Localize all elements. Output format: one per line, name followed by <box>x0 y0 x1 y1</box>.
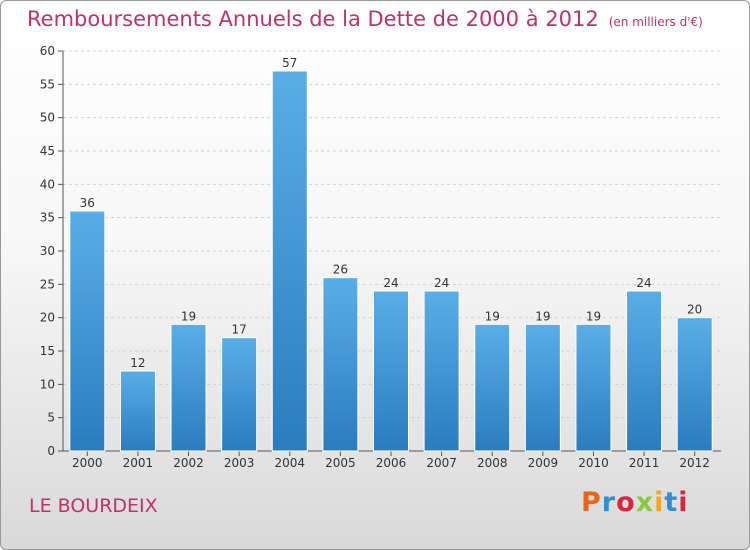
commune-name: LE BOURDEIX <box>29 495 158 517</box>
x-tick-label: 2001 <box>123 456 154 470</box>
bar <box>524 323 561 452</box>
proxiti-logo: Proxiti <box>581 487 689 518</box>
logo-letter: P <box>581 487 602 518</box>
bar <box>119 370 156 452</box>
logo-letter: i <box>678 487 689 518</box>
bar-value-label: 36 <box>80 196 95 210</box>
y-tick-label: 30 <box>40 244 55 258</box>
bar-value-label: 19 <box>485 309 500 323</box>
x-tick-label: 2002 <box>173 456 204 470</box>
y-tick-label: 60 <box>40 44 55 58</box>
x-tick-label: 2010 <box>578 456 609 470</box>
y-tick-label: 20 <box>40 311 55 325</box>
bar <box>170 323 207 452</box>
bar-value-label: 20 <box>687 303 702 317</box>
x-tick-label: 2000 <box>72 456 103 470</box>
y-tick-label: 50 <box>40 111 55 125</box>
y-tick-label: 5 <box>47 411 55 425</box>
y-tick-label: 45 <box>40 144 55 158</box>
chart-title: Remboursements Annuels de la Dette de 20… <box>27 7 703 31</box>
y-tick-label: 15 <box>40 344 55 358</box>
logo-letter: o <box>616 487 636 518</box>
bar-value-label: 19 <box>181 309 196 323</box>
axes: 0 5 10 15 20 25 30 35 40 45 50 55 60 2000 2001 2002 2003… <box>40 44 721 470</box>
logo-letter: t <box>664 487 679 518</box>
bar-value-label: 17 <box>232 323 247 337</box>
y-tick-label: 0 <box>47 444 55 458</box>
chart-title-text: Remboursements Annuels de la Dette de 20… <box>27 7 599 31</box>
logo-letter: i <box>654 487 665 518</box>
y-tick-label: 40 <box>40 177 55 191</box>
y-tick-label: 10 <box>40 377 55 391</box>
x-tick-label: 2005 <box>325 456 356 470</box>
bar-value-label: 12 <box>130 356 145 370</box>
x-tick-label: 2011 <box>629 456 660 470</box>
bar-value-label: 24 <box>434 276 449 290</box>
x-tick-label: 2007 <box>426 456 457 470</box>
x-tick-label: 2009 <box>528 456 559 470</box>
x-tick-label: 2006 <box>376 456 407 470</box>
x-tick-label: 2012 <box>679 456 710 470</box>
logo-letter: x <box>635 487 655 518</box>
bar-value-label: 19 <box>586 309 601 323</box>
bar <box>423 290 460 452</box>
bars: 36 12 19 17 57 26 24 24 19 19 19 24 20 <box>69 56 713 452</box>
bar <box>373 290 409 452</box>
x-tick-label: 2008 <box>477 456 508 470</box>
bar <box>69 210 106 452</box>
bar <box>575 323 612 452</box>
y-tick-label: 35 <box>40 211 55 225</box>
x-tick-label: 2004 <box>274 456 305 470</box>
bar <box>676 317 713 452</box>
y-tick-label: 25 <box>40 277 55 291</box>
bar-value-label: 26 <box>333 263 348 277</box>
logo-letter: r <box>601 487 617 518</box>
y-tick-label: 55 <box>40 77 55 91</box>
bar <box>322 277 359 452</box>
bar-value-label: 24 <box>636 276 651 290</box>
bar-value-label: 19 <box>535 309 550 323</box>
chart-unit: (en milliers d'€) <box>608 15 703 29</box>
bar <box>221 337 258 452</box>
x-tick-label: 2003 <box>224 456 255 470</box>
bar <box>626 290 663 452</box>
bar-value-label: 57 <box>282 56 297 70</box>
bar-value-label: 24 <box>383 276 398 290</box>
bar <box>474 323 511 452</box>
bar <box>271 70 308 452</box>
